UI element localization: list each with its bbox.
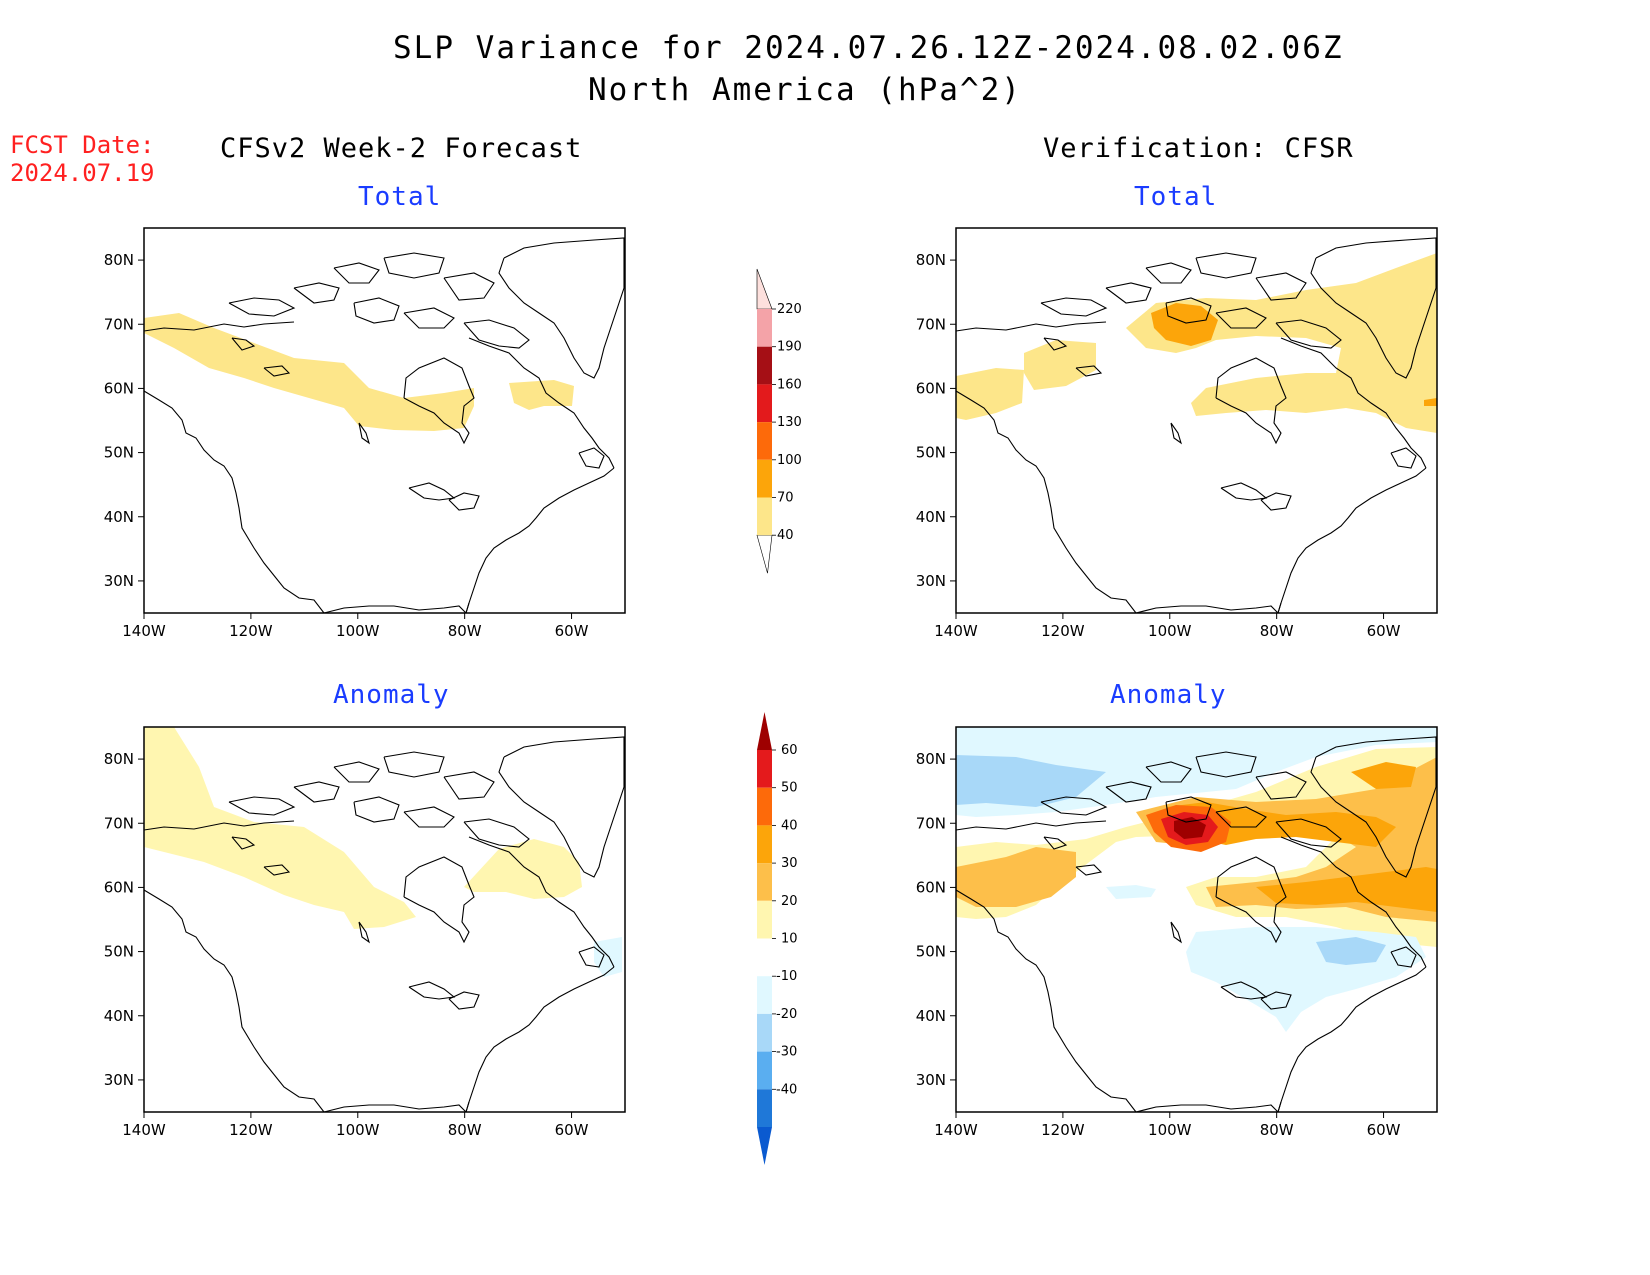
lat-tick-label: 30N bbox=[104, 1071, 134, 1089]
colorbar-swatch bbox=[757, 459, 772, 498]
lon-tick-label: 140W bbox=[934, 1121, 978, 1139]
lat-tick-label: 80N bbox=[104, 750, 134, 768]
lon-tick-label: 60W bbox=[1367, 622, 1401, 640]
lat-tick-label: 40N bbox=[104, 1007, 134, 1025]
colorbar-swatch bbox=[757, 1051, 772, 1090]
map-verification-total bbox=[955, 227, 1438, 614]
colorbar-total-label: 100 bbox=[777, 453, 802, 468]
lat-tick-label: 40N bbox=[916, 1007, 946, 1025]
colorbar-anomaly-label: -40 bbox=[776, 1082, 797, 1097]
colorbar-total: 40 70 100 130 160 190 220 bbox=[756, 268, 802, 574]
lon-tick-label: 100W bbox=[1148, 622, 1192, 640]
fcst-date-value: 2024.07.19 bbox=[10, 159, 155, 187]
colorbar-swatch bbox=[757, 309, 772, 347]
lon-tick-label: 60W bbox=[555, 1121, 589, 1139]
colorbar-swatch bbox=[757, 422, 772, 460]
lat-tick-label: 80N bbox=[916, 750, 946, 768]
map-verification-anomaly bbox=[955, 726, 1438, 1113]
lon-tick-label: 60W bbox=[555, 622, 589, 640]
right-column-header: Verification: CFSR bbox=[1043, 133, 1354, 164]
lat-tick-label: 80N bbox=[104, 251, 134, 269]
colorbar-swatch bbox=[757, 787, 772, 826]
main-title-line1: SLP Variance for 2024.07.26.12Z-2024.08.… bbox=[393, 30, 1344, 66]
colorbar-total-label: 40 bbox=[777, 528, 794, 543]
fcst-date-label: FCST Date: bbox=[10, 131, 155, 159]
lat-tick-label: 50N bbox=[104, 444, 134, 462]
lat-tick-label: 50N bbox=[916, 943, 946, 961]
lon-tick-label: 100W bbox=[1148, 1121, 1192, 1139]
colorbar-anomaly-label: -10 bbox=[776, 969, 797, 984]
colorbar-swatch bbox=[757, 1013, 772, 1052]
colorbar-anomaly-label: 10 bbox=[781, 932, 798, 947]
lat-tick-label: 30N bbox=[916, 1071, 946, 1089]
map-forecast-anomaly bbox=[143, 726, 626, 1113]
colorbar-total-label: 130 bbox=[777, 415, 802, 430]
map-forecast-total bbox=[143, 227, 626, 614]
lat-tick-label: 60N bbox=[104, 379, 134, 397]
lon-tick-label: 120W bbox=[1041, 622, 1085, 640]
lon-tick-label: 120W bbox=[229, 622, 273, 640]
lon-tick-label: 80W bbox=[448, 1121, 482, 1139]
left-column-header: CFSv2 Week-2 Forecast bbox=[220, 133, 583, 164]
colorbar-swatch bbox=[757, 1089, 772, 1127]
colorbar-total-label: 220 bbox=[777, 302, 802, 317]
lat-tick-label: 40N bbox=[104, 508, 134, 526]
contour-fill-40-70 bbox=[144, 313, 474, 431]
colorbar-swatch bbox=[757, 938, 772, 977]
colorbar-swatch bbox=[757, 976, 772, 1014]
lat-tick-label: 30N bbox=[104, 572, 134, 590]
lat-tick-label: 70N bbox=[104, 814, 134, 832]
lat-tick-label: 30N bbox=[916, 572, 946, 590]
lon-tick-label: 140W bbox=[122, 622, 166, 640]
colorbar-swatch bbox=[757, 384, 772, 423]
lat-tick-label: 40N bbox=[916, 508, 946, 526]
lon-tick-label: 80W bbox=[1260, 622, 1294, 640]
lat-tick-label: 60N bbox=[916, 379, 946, 397]
main-title-line2: North America (hPa^2) bbox=[588, 72, 1022, 108]
colorbar-anomaly-label: 60 bbox=[781, 743, 798, 758]
colorbar-anomaly-label: -20 bbox=[776, 1007, 797, 1022]
lon-tick-label: 60W bbox=[1367, 1121, 1401, 1139]
lat-tick-label: 80N bbox=[916, 251, 946, 269]
colorbar-total-label: 160 bbox=[777, 377, 802, 392]
colorbar-swatch bbox=[757, 750, 772, 788]
lon-tick-label: 120W bbox=[1041, 1121, 1085, 1139]
lon-tick-label: 140W bbox=[934, 622, 978, 640]
colorbar-swatch bbox=[757, 900, 772, 939]
colorbar-anomaly-label: 50 bbox=[781, 781, 798, 796]
colorbar-anomaly-label: 30 bbox=[781, 856, 798, 871]
colorbar-anomaly-label: -30 bbox=[776, 1045, 797, 1060]
lat-tick-label: 60N bbox=[916, 878, 946, 896]
lat-tick-label: 70N bbox=[916, 315, 946, 333]
colorbar-swatch bbox=[757, 497, 772, 536]
colorbar-anomaly: 60 50 40 30 20 10 -10 -20 -30 -40 bbox=[757, 712, 798, 1165]
lat-tick-label: 50N bbox=[916, 444, 946, 462]
lon-tick-label: 100W bbox=[336, 1121, 380, 1139]
lat-tick-label: 70N bbox=[104, 315, 134, 333]
panel-title-verification-total: Total bbox=[1134, 182, 1218, 212]
lon-tick-label: 80W bbox=[448, 622, 482, 640]
colorbar-swatch bbox=[757, 863, 772, 901]
panel-title-verification-anomaly: Anomaly bbox=[1110, 680, 1227, 710]
panel-title-forecast-anomaly: Anomaly bbox=[333, 680, 450, 710]
colorbar-swatch bbox=[757, 346, 772, 385]
lat-tick-label: 70N bbox=[916, 814, 946, 832]
lon-tick-label: 120W bbox=[229, 1121, 273, 1139]
colorbar-total-label: 190 bbox=[777, 340, 802, 355]
axis-labels: 80N 70N 60N 50N 40N 30N 140W 120W 100W 80W 60W 80N 7… bbox=[104, 251, 1401, 1139]
colorbar-total-label: 70 bbox=[777, 491, 794, 506]
colorbar-anomaly-label: 40 bbox=[781, 818, 798, 833]
lon-tick-label: 80W bbox=[1260, 1121, 1294, 1139]
colorbar-anomaly-label: 20 bbox=[781, 894, 798, 909]
lon-tick-label: 140W bbox=[122, 1121, 166, 1139]
panel-title-forecast-total: Total bbox=[358, 182, 442, 212]
lat-tick-label: 50N bbox=[104, 943, 134, 961]
colorbar-swatch bbox=[757, 825, 772, 864]
lat-tick-label: 60N bbox=[104, 878, 134, 896]
lon-tick-label: 100W bbox=[336, 622, 380, 640]
